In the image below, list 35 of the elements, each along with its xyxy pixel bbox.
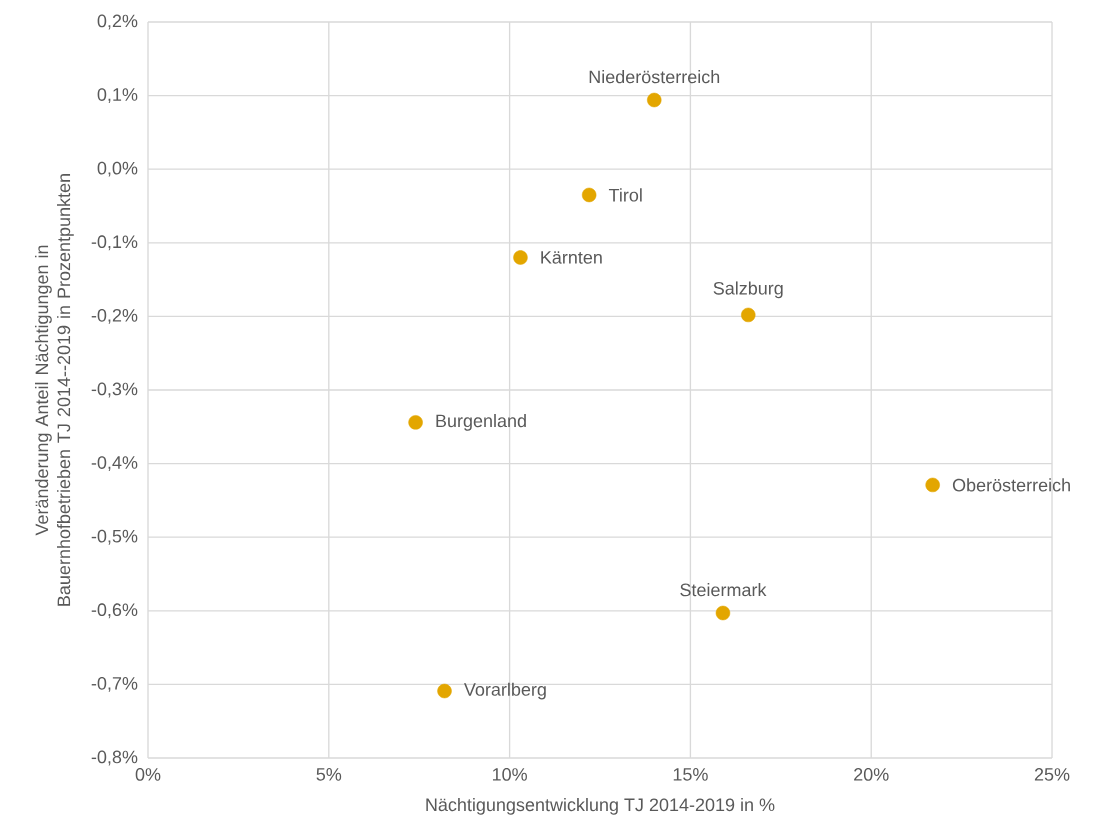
x-tick-label: 15% xyxy=(673,768,708,781)
y-tick-label: -0,7% xyxy=(91,676,138,692)
y-tick-label: -0,4% xyxy=(91,456,138,472)
x-tick-label: 0% xyxy=(135,768,161,781)
x-tick-label: 5% xyxy=(316,768,342,781)
y-tick-label: -0,3% xyxy=(91,382,138,398)
point xyxy=(513,250,528,265)
series-label: Tirol xyxy=(608,188,642,202)
series-label: Oberösterreich xyxy=(952,478,1070,492)
point xyxy=(581,187,597,203)
y-tick-label: 0,2% xyxy=(97,14,138,30)
y-tick-label: 0,1% xyxy=(97,88,138,104)
point xyxy=(437,683,452,699)
y-tick-label: 0,0% xyxy=(97,161,138,177)
x-tick-label: 25% xyxy=(1034,768,1070,781)
series-label: Niederösterreich xyxy=(589,70,720,84)
y-tick-label: -0,1% xyxy=(91,235,138,251)
point xyxy=(741,307,756,323)
series-label: Steiermark xyxy=(680,583,767,597)
y-tick-label: -0,5% xyxy=(91,529,138,545)
x-tick-label: 10% xyxy=(492,768,527,781)
point xyxy=(715,605,731,621)
x-axis-title: Nächtigungsentwicklung TJ 2014-2019 in % xyxy=(426,797,775,815)
point xyxy=(647,92,662,108)
point xyxy=(925,477,940,493)
series-label: Kärnten xyxy=(541,251,602,264)
point xyxy=(408,415,423,430)
y-tick-label: -0,6% xyxy=(91,603,138,619)
y-tick-label: -0,8% xyxy=(91,750,138,766)
series-label: Burgenland xyxy=(436,413,526,431)
y-tick-label: -0,2% xyxy=(91,308,138,324)
y-axis-title: Veränderung Anteil Nächtigungen in Bauernhofbetrieben TJ 2014--2019 in Prozentpunkten xyxy=(35,174,74,606)
series-label: Vorarlberg xyxy=(463,682,546,700)
x-tick-label: 20% xyxy=(854,768,889,781)
series-label: Salzburg xyxy=(713,281,783,299)
